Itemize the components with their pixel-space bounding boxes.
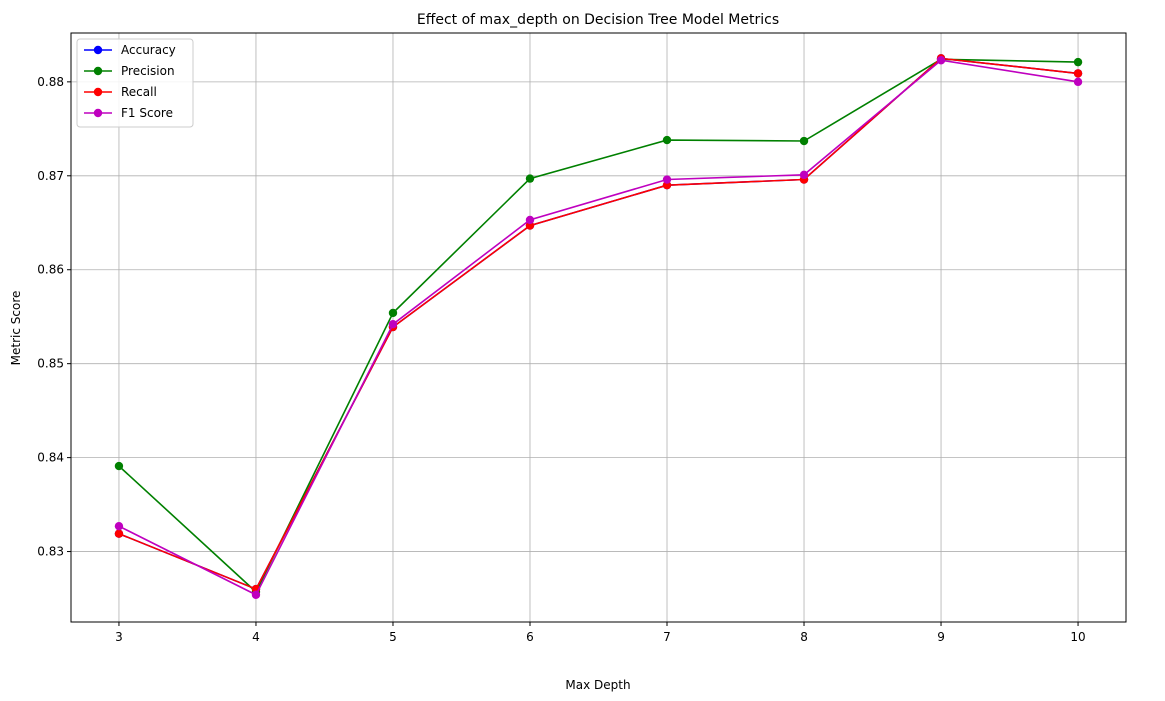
x-tick-label: 3 xyxy=(115,630,123,644)
series-line xyxy=(118,58,1079,594)
x-tick-label: 4 xyxy=(252,630,260,644)
data-point xyxy=(799,136,809,146)
legend-frame xyxy=(76,38,194,128)
y-tick-label: 0.86 xyxy=(37,263,64,277)
data-point xyxy=(1073,69,1083,78)
data-point xyxy=(114,461,124,471)
data-point xyxy=(388,320,398,329)
x-axis: 3 4 5 6 7 8 9 10 xyxy=(115,622,1086,644)
data-point xyxy=(525,215,535,225)
data-point xyxy=(388,308,398,318)
series-layer xyxy=(114,54,1083,599)
y-tick-label: 0.85 xyxy=(37,357,64,371)
legend: Accuracy Precision Recall F1 Score xyxy=(76,38,194,128)
data-point xyxy=(662,135,672,145)
series-line xyxy=(118,59,1079,596)
data-point xyxy=(114,529,124,538)
legend-marker xyxy=(93,66,103,76)
legend-marker xyxy=(93,108,103,118)
x-tick-label: 6 xyxy=(526,630,534,644)
y-tick-label: 0.83 xyxy=(37,545,64,559)
chart-title: Effect of max_depth on Decision Tree Mod… xyxy=(417,12,779,28)
grid-lines xyxy=(71,33,1126,622)
data-point xyxy=(1073,57,1083,67)
x-axis-label: Max Depth xyxy=(565,678,630,692)
legend-label: Recall xyxy=(121,85,157,99)
data-point xyxy=(799,170,809,180)
legend-label: Precision xyxy=(121,64,175,78)
data-point xyxy=(251,590,261,599)
series-recall xyxy=(114,54,1083,594)
series-f1-score xyxy=(114,56,1083,599)
x-tick-label: 9 xyxy=(937,630,945,644)
legend-marker xyxy=(93,87,103,97)
y-axis: 0.83 0.84 0.85 0.86 0.87 0.88 xyxy=(37,75,71,559)
x-tick-label: 10 xyxy=(1070,630,1085,644)
y-tick-label: 0.84 xyxy=(37,451,64,465)
data-point xyxy=(114,521,124,531)
x-tick-label: 7 xyxy=(663,630,671,644)
legend-marker xyxy=(93,45,103,55)
series-line xyxy=(118,57,1079,591)
y-tick-label: 0.88 xyxy=(37,75,64,89)
data-point xyxy=(662,175,672,184)
x-tick-label: 5 xyxy=(389,630,397,644)
plot-frame xyxy=(70,32,1127,623)
legend-label: Accuracy xyxy=(121,43,176,57)
series-line xyxy=(118,57,1079,591)
y-tick-label: 0.87 xyxy=(37,169,64,183)
data-point xyxy=(525,174,535,183)
series-precision xyxy=(114,55,1083,597)
y-axis-label: Metric Score xyxy=(9,291,23,366)
data-point xyxy=(1073,77,1083,87)
legend-label: F1 Score xyxy=(121,106,173,120)
x-tick-label: 8 xyxy=(800,630,808,644)
data-point xyxy=(936,56,946,65)
series-accuracy xyxy=(114,54,1083,594)
